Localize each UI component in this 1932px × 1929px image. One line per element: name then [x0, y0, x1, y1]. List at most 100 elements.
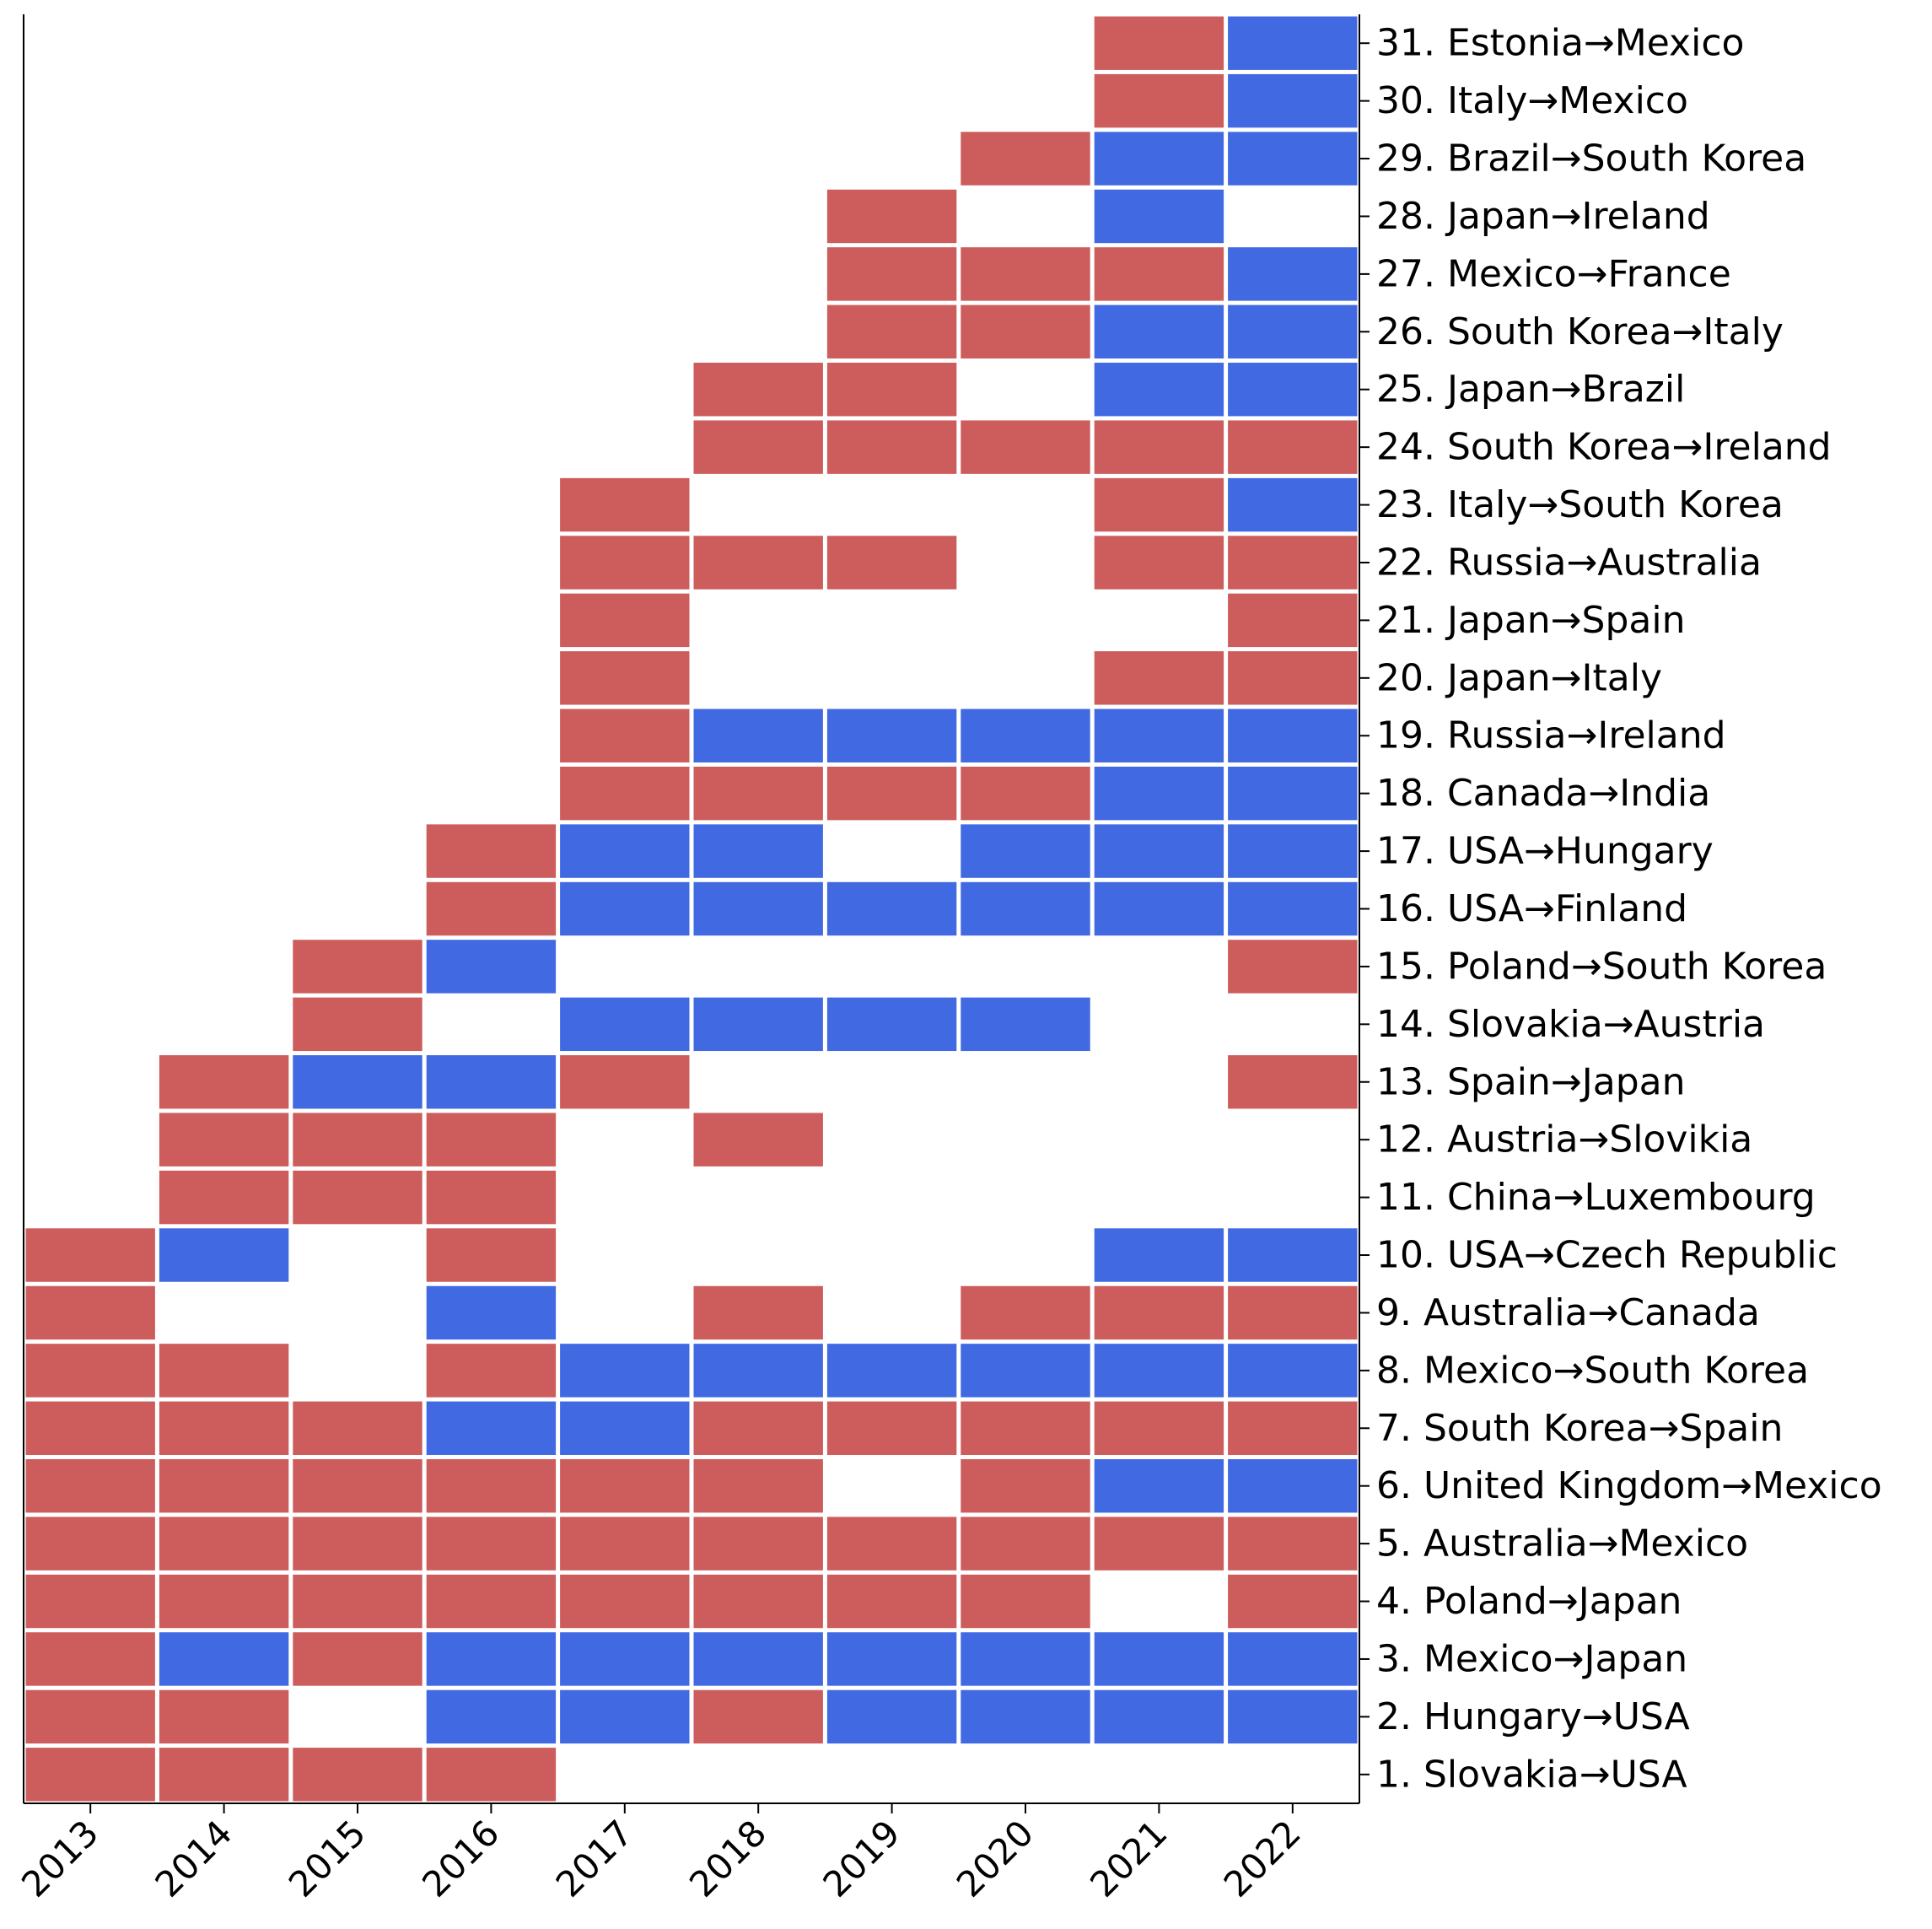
y-tick-label-17: 17. USA→Hungary [1376, 830, 1714, 873]
cell-row25-2018 [693, 363, 823, 417]
cell-row20-2021 [1094, 651, 1224, 705]
cell-row1-2014 [159, 1748, 289, 1802]
y-tick-label-30: 30. Italy→Mexico [1376, 79, 1688, 122]
y-tick-label-6: 6. United Kingdom→Mexico [1376, 1464, 1882, 1507]
cell-row9-2018 [693, 1285, 823, 1340]
cell-row5-2015 [293, 1517, 422, 1571]
cell-row19-2018 [693, 709, 823, 762]
cell-row29-2020 [961, 132, 1090, 186]
cell-row15-2015 [293, 940, 422, 994]
cell-row3-2022 [1228, 1632, 1358, 1686]
cell-row17-2018 [693, 824, 823, 878]
cell-row6-2015 [293, 1458, 422, 1513]
y-tick-label-13: 13. Spain→Japan [1376, 1060, 1685, 1103]
cell-row2-2020 [961, 1689, 1090, 1744]
y-tick-label-10: 10. USA→Czech Republic [1376, 1234, 1838, 1277]
cell-row19-2020 [961, 709, 1090, 762]
y-tick-label-24: 24. South Korea→Ireland [1376, 426, 1832, 469]
y-tick-label-25: 25. Japan→Brazil [1376, 368, 1685, 411]
cell-row8-2022 [1228, 1344, 1358, 1398]
y-tick-label-15: 15. Poland→South Korea [1376, 945, 1827, 988]
y-tick-label-27: 27. Mexico→France [1376, 252, 1731, 295]
y-tick-label-28: 28. Japan→Ireland [1376, 195, 1710, 238]
cell-row11-2016 [426, 1170, 557, 1225]
cell-row8-2021 [1094, 1344, 1224, 1398]
cell-row16-2017 [560, 881, 690, 936]
cell-row4-2014 [159, 1574, 289, 1629]
cell-row9-2022 [1228, 1285, 1358, 1340]
cells-layer [25, 16, 1358, 1802]
cell-row27-2021 [1094, 247, 1224, 301]
cell-row22-2022 [1228, 536, 1358, 590]
cell-row5-2013 [25, 1517, 155, 1571]
cell-row6-2013 [25, 1458, 155, 1513]
cell-row25-2022 [1228, 363, 1358, 417]
cell-row16-2019 [826, 881, 957, 936]
cell-row2-2013 [25, 1689, 155, 1744]
cell-row13-2014 [159, 1055, 289, 1109]
cell-row4-2016 [426, 1574, 557, 1629]
cell-row17-2016 [426, 824, 557, 878]
y-tick-label-7: 7. South Korea→Spain [1376, 1407, 1783, 1450]
cell-row4-2017 [560, 1574, 690, 1629]
cell-row26-2022 [1228, 304, 1358, 359]
cell-row20-2022 [1228, 651, 1358, 705]
cell-row7-2019 [826, 1401, 957, 1455]
y-tick-label-12: 12. Austria→Slovikia [1376, 1118, 1752, 1161]
cell-row6-2014 [159, 1458, 289, 1513]
cell-row19-2017 [560, 709, 690, 762]
cell-row16-2016 [426, 881, 557, 936]
cell-row4-2020 [961, 1574, 1090, 1629]
cell-row6-2022 [1228, 1458, 1358, 1513]
cell-row10-2016 [426, 1228, 557, 1282]
cell-row3-2016 [426, 1632, 557, 1686]
cell-row24-2021 [1094, 420, 1224, 474]
cell-row18-2022 [1228, 766, 1358, 821]
cell-row6-2021 [1094, 1458, 1224, 1513]
y-tick-label-4: 4. Poland→Japan [1376, 1580, 1682, 1623]
cell-row3-2015 [293, 1632, 422, 1686]
cell-row7-2018 [693, 1401, 823, 1455]
y-tick-label-5: 5. Australia→Mexico [1376, 1522, 1748, 1565]
x-ticks-layer: 2013 2014 2015 2016 2017 2018 2019 2020 2021 2022 [13, 1803, 1309, 1905]
cell-row5-2017 [560, 1517, 690, 1571]
cell-row24-2018 [693, 420, 823, 474]
cell-row8-2013 [25, 1344, 155, 1398]
cell-row3-2021 [1094, 1632, 1224, 1686]
y-tick-label-29: 29. Brazil→South Korea [1376, 137, 1806, 181]
cell-row14-2020 [961, 997, 1090, 1052]
y-tick-label-18: 18. Canada→India [1376, 772, 1710, 815]
cell-row25-2021 [1094, 363, 1224, 417]
cell-row18-2019 [826, 766, 957, 821]
cell-row17-2017 [560, 824, 690, 878]
cell-row13-2017 [560, 1055, 690, 1109]
cell-row7-2016 [426, 1401, 557, 1455]
cell-row30-2022 [1228, 73, 1358, 128]
cell-row11-2014 [159, 1170, 289, 1225]
cell-row14-2018 [693, 997, 823, 1052]
cell-row25-2019 [826, 363, 957, 417]
cell-row10-2022 [1228, 1228, 1358, 1282]
cell-row18-2021 [1094, 766, 1224, 821]
x-tick-label-2018: 2018 [681, 1812, 774, 1905]
y-tick-label-31: 31. Estonia→Mexico [1376, 22, 1744, 65]
cell-row6-2016 [426, 1458, 557, 1513]
cell-row24-2022 [1228, 420, 1358, 474]
cell-row19-2021 [1094, 709, 1224, 762]
cell-row14-2015 [293, 997, 422, 1052]
cell-row2-2014 [159, 1689, 289, 1744]
cell-row9-2013 [25, 1285, 155, 1340]
cell-row5-2019 [826, 1517, 957, 1571]
cell-row2-2019 [826, 1689, 957, 1744]
cell-row4-2019 [826, 1574, 957, 1629]
cell-row24-2019 [826, 420, 957, 474]
cell-row18-2020 [961, 766, 1090, 821]
cell-row26-2021 [1094, 304, 1224, 359]
cell-row7-2015 [293, 1401, 422, 1455]
cell-row8-2019 [826, 1344, 957, 1398]
cell-row4-2018 [693, 1574, 823, 1629]
cell-row7-2013 [25, 1401, 155, 1455]
x-tick-label-2022: 2022 [1216, 1812, 1309, 1905]
cell-row2-2017 [560, 1689, 690, 1744]
